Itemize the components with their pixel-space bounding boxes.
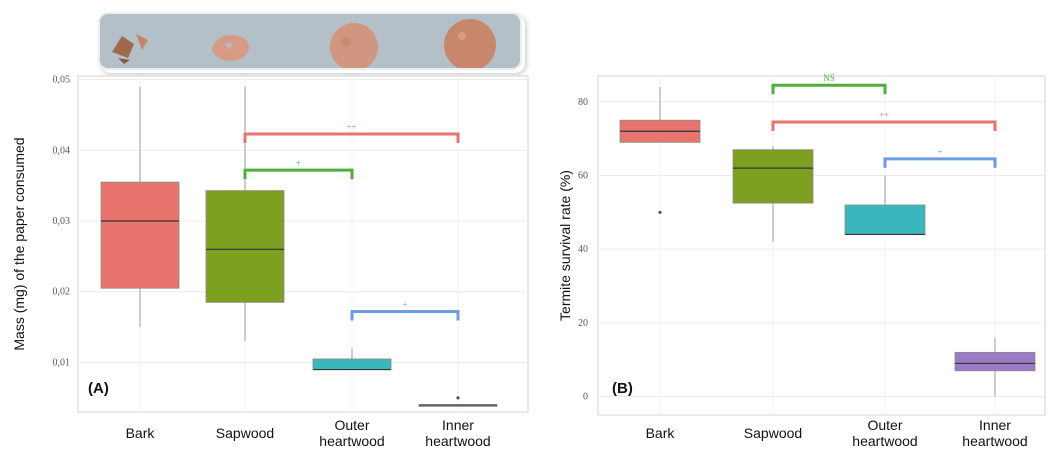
plot-area: [77, 75, 529, 413]
category-label: Sapwood: [216, 425, 274, 441]
category-label: Bark: [646, 425, 676, 441]
box-sapwood: [732, 146, 814, 242]
y-tick-label: 0,02: [53, 287, 71, 298]
y-tick-label: 0,03: [53, 216, 71, 227]
comparison-label: ++: [879, 110, 889, 120]
comparison-bracket: [771, 120, 997, 132]
comparison-bracket: [243, 132, 460, 144]
box-body: [205, 190, 285, 303]
category-label: heartwood: [425, 433, 490, 449]
box-outer-heartwood: [312, 348, 392, 371]
comparison-label: ++: [346, 122, 356, 132]
y-tick-label: 60: [578, 170, 588, 181]
category-label: Sapwood: [744, 425, 802, 441]
category-label: Outer: [334, 417, 369, 433]
paper-disc-inner-heartwood: [444, 19, 496, 71]
box-bark: [619, 87, 701, 214]
y-tick-label: 40: [578, 244, 588, 255]
y-tick-label: 0,01: [53, 357, 71, 368]
category-label: Bark: [126, 425, 156, 441]
comparison-label: +: [402, 300, 407, 310]
y-tick-label: 80: [578, 97, 588, 108]
category-label: Inner: [442, 417, 474, 433]
category-label: Inner: [979, 417, 1011, 433]
box-bark: [100, 86, 180, 328]
box-body: [732, 149, 814, 204]
y-tick-label: 0,05: [53, 75, 71, 86]
comparison-bracket: [883, 157, 997, 168]
paper-disc-photo: [98, 12, 522, 71]
category-label: heartwood: [852, 433, 917, 449]
box-body: [100, 181, 180, 289]
box-sapwood: [205, 86, 285, 342]
y-axis-label: Mass (mg) of the paper consumed: [11, 137, 27, 350]
y-axis-label: Termite survival rate (%): [557, 170, 573, 321]
category-label: heartwood: [962, 433, 1027, 449]
outlier-point: [658, 210, 662, 214]
box-inner-heartwood: [954, 337, 1036, 397]
comparison-label: +: [296, 158, 301, 168]
panel-a: 0,01 0,02 0,03 0,04 0,05 Mass (mg) of the pap…: [11, 75, 529, 449]
category-label: Outer: [867, 417, 902, 433]
category-label: heartwood: [319, 433, 384, 449]
box-body: [954, 351, 1036, 372]
comparison-bracket: [771, 83, 887, 95]
comparison-label: +: [937, 147, 942, 157]
box-inner-heartwood: [418, 396, 498, 407]
panel-b: 0 20 40 60 80 Termite survival rate (%) Bark Sa…: [557, 73, 1046, 449]
comparison-label: NS: [823, 73, 835, 83]
panel-label: (B): [612, 380, 633, 397]
outlier-point: [456, 396, 460, 400]
panel-label: (A): [88, 380, 109, 397]
box-body: [844, 204, 926, 235]
comparison-bracket: [350, 310, 460, 321]
paper-disc-outer-heartwood: [330, 23, 378, 71]
paper-fragment-bark-2: [136, 34, 148, 50]
y-tick-label: 0,04: [53, 145, 71, 156]
box-outer-heartwood: [844, 175, 926, 236]
paper-disc-photo-image: [100, 14, 520, 71]
box-body: [312, 358, 392, 370]
paper-fragment-bark-3: [118, 58, 130, 64]
y-tick-label: 0: [583, 392, 588, 403]
y-tick-label: 20: [578, 318, 588, 329]
comparison-bracket: [243, 168, 354, 180]
paper-fragment-bark: [112, 36, 134, 58]
